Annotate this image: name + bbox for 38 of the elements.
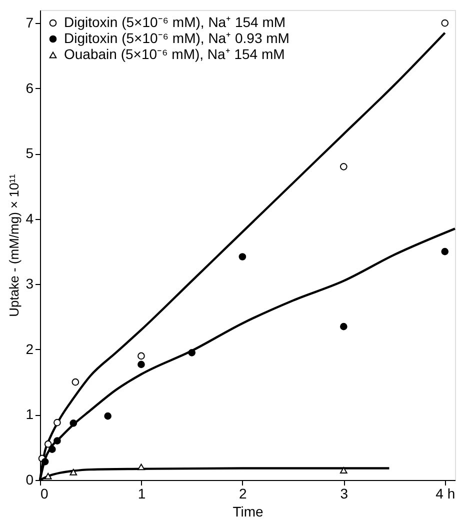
y-tick-label: 0: [26, 472, 34, 488]
point: [41, 458, 49, 466]
point: [188, 349, 196, 356]
point: [340, 322, 348, 330]
point: [441, 19, 449, 27]
point: [238, 253, 246, 260]
point: [138, 464, 145, 470]
point: [44, 440, 52, 448]
y-tick-label: 7: [26, 14, 34, 31]
x-axis-title: Time: [232, 504, 264, 520]
y-tick-label: 1: [26, 406, 34, 422]
point: [54, 418, 61, 426]
y-tick-label: 4: [26, 210, 34, 226]
point: [138, 352, 145, 360]
point: [340, 163, 348, 170]
point: [138, 360, 145, 368]
legend-label: Ouabain (5×10⁻⁶ mM), Na⁺ 154 mM: [64, 46, 285, 62]
point: [70, 420, 78, 427]
x-tick-label: 1: [138, 486, 146, 502]
y-tick-label: 3: [26, 276, 34, 292]
x-tick-label: 2: [239, 486, 248, 502]
point: [70, 468, 78, 476]
point: [441, 248, 449, 256]
x-tick-label: 4 h: [436, 486, 456, 502]
point: [340, 466, 348, 474]
legend-label: Digitoxin (5×10⁻⁶ mM), Na⁺ 0.93 mM: [64, 30, 290, 46]
point: [104, 412, 112, 420]
y-tick-label: 5: [26, 145, 34, 162]
x-tick-label: 0: [40, 486, 48, 502]
y-axis-title: Uptake - (mM/mg) × 10¹¹: [6, 174, 22, 317]
point: [72, 378, 80, 386]
y-tick-label: 2: [26, 340, 34, 357]
y-tick-label: 6: [26, 80, 34, 96]
legend-label: Digitoxin (5×10⁻⁶ mM), Na⁺ 154 mM: [64, 14, 286, 30]
point: [54, 437, 61, 444]
point: [48, 446, 56, 453]
point: [44, 472, 52, 480]
x-tick-label: 3: [340, 486, 348, 502]
